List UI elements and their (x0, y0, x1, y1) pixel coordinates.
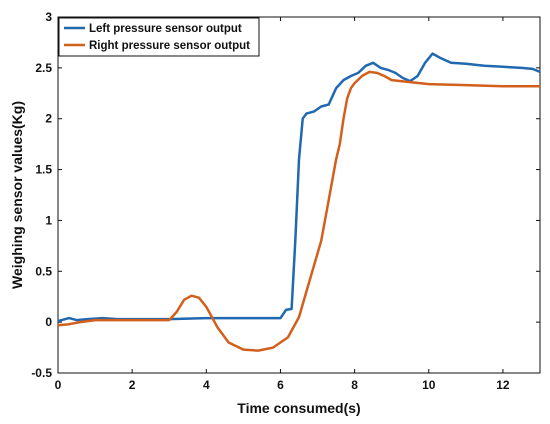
x-tick-label: 12 (496, 378, 510, 392)
plot-area (57, 16, 541, 374)
x-tick-label: 8 (351, 378, 358, 392)
x-tick-label: 10 (422, 378, 436, 392)
y-tick-label: 2 (45, 112, 52, 126)
legend: Left pressure sensor output Right pressu… (58, 17, 260, 57)
x-tick-label: 4 (203, 378, 210, 392)
series-line-left (57, 52, 541, 323)
x-tick-label: 2 (129, 378, 136, 392)
y-tick-label: 0 (45, 315, 52, 329)
y-tick-label: -0.5 (31, 366, 52, 380)
y-tick-label: 1.5 (35, 163, 52, 177)
y-axis-label: Weighing sensor values(Kg) (9, 101, 25, 289)
axis-ticks: 0 2 4 6 8 10 12-0.500.511.522.53 (31, 10, 540, 392)
y-tick-label: 2.5 (35, 61, 52, 75)
y-tick-label: 3 (45, 10, 52, 24)
y-tick-label: 1 (45, 213, 52, 227)
x-axis-label: Time consumed(s) (237, 400, 360, 416)
legend-box (58, 17, 260, 57)
y-tick-label: 0.5 (35, 264, 52, 278)
legend-label-right: Right pressure sensor output (89, 40, 250, 52)
x-tick-label: 6 (277, 378, 284, 392)
series-line-right (57, 70, 540, 352)
series-lines (57, 52, 541, 352)
legend-label-left: Left pressure sensor output (89, 23, 242, 35)
x-tick-label: 0 (55, 378, 62, 392)
